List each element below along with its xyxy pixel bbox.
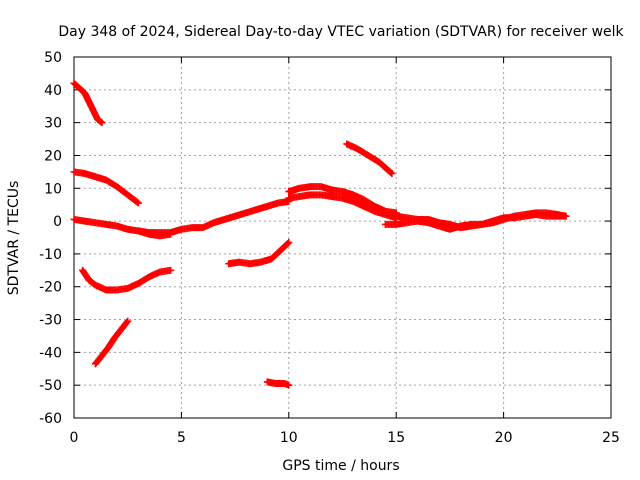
series-arc-9 <box>285 183 400 217</box>
y-tick-label: -50 <box>39 378 62 394</box>
data-point <box>134 199 142 207</box>
y-axis-label: SDTVAR / TECUs <box>6 181 22 296</box>
data-point <box>562 212 570 220</box>
y-tick-label: -40 <box>39 345 62 361</box>
x-tick-label: 20 <box>495 430 513 446</box>
axis-ticks: 0 5 10 15 20 25 -60 -50 -40 -30 -20 -10 0 10 20 30 40 50 <box>39 50 620 446</box>
y-tick-label: 50 <box>44 50 62 66</box>
series-arc-2 <box>70 168 142 207</box>
y-tick-label: -30 <box>39 313 62 329</box>
y-tick-label: 10 <box>44 181 62 197</box>
y-tick-label: -10 <box>39 247 62 263</box>
data-points <box>70 79 570 389</box>
data-point <box>387 168 395 176</box>
x-tick-label: 5 <box>177 430 186 446</box>
data-point <box>167 266 175 274</box>
data-point <box>285 381 293 389</box>
series-arc-7 <box>225 238 293 268</box>
series-arc-10 <box>285 191 400 222</box>
y-tick-label: -60 <box>39 411 62 427</box>
series-arc-8 <box>263 378 293 389</box>
series-arc-13 <box>392 209 570 232</box>
grid <box>74 57 611 418</box>
data-point <box>97 118 105 126</box>
y-tick-label: 40 <box>44 83 62 99</box>
plot-frame <box>73 56 612 419</box>
y-tick-label: -20 <box>39 280 62 296</box>
series-arc-5 <box>91 317 132 368</box>
chart-title: Day 348 of 2024, Sidereal Day-to-day VTE… <box>58 24 624 40</box>
y-tick-label: 0 <box>53 214 62 230</box>
data-point <box>388 170 396 178</box>
data-point <box>124 317 132 325</box>
series-arc-6 <box>134 197 293 237</box>
data-point <box>285 238 293 246</box>
x-axis-label: GPS time / hours <box>282 458 399 474</box>
data-point <box>123 318 131 326</box>
x-tick-label: 10 <box>280 430 298 446</box>
y-tick-label: 20 <box>44 148 62 164</box>
series-arc-11 <box>343 140 396 178</box>
data-point <box>284 239 292 247</box>
x-tick-label: 15 <box>387 430 405 446</box>
x-tick-label: 0 <box>70 430 79 446</box>
series-arc-1 <box>70 79 106 127</box>
data-point <box>98 119 106 127</box>
series-arc-4 <box>79 266 175 294</box>
x-tick-label: 25 <box>602 430 620 446</box>
y-tick-label: 30 <box>44 116 62 132</box>
data-point <box>133 198 141 206</box>
